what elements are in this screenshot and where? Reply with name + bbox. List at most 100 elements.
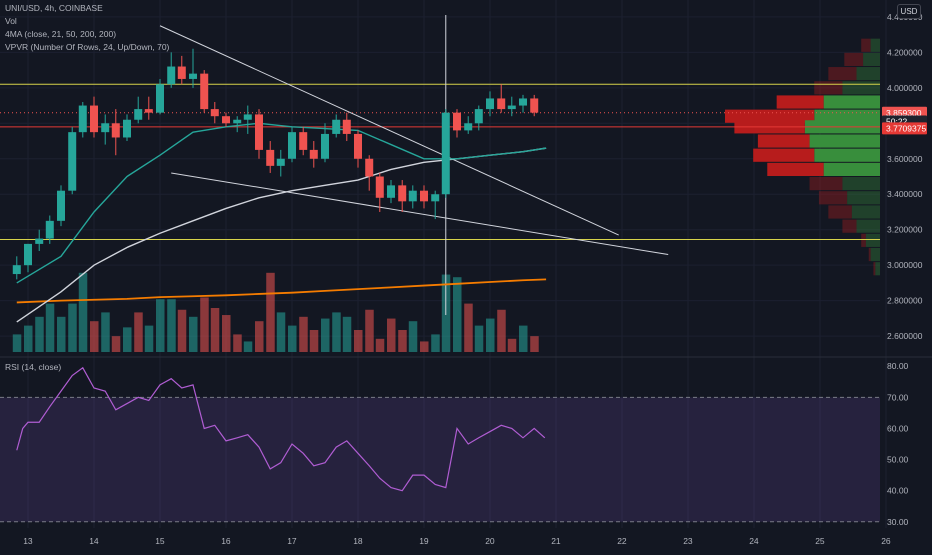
rsi-legend[interactable]: RSI (14, close) xyxy=(5,362,62,372)
trendline xyxy=(159,25,619,236)
volume-bar xyxy=(35,316,44,352)
vpvr-up-bar xyxy=(842,81,880,95)
volume-bar xyxy=(332,312,341,352)
candle-body xyxy=(222,116,230,124)
rsi-axis-label: 50.00 xyxy=(887,455,909,465)
candle-body xyxy=(35,238,44,244)
candle-body xyxy=(474,109,483,124)
time-axis-label: 16 xyxy=(221,536,231,546)
candle-body xyxy=(24,243,32,266)
volume-bar xyxy=(144,325,154,352)
candle-body xyxy=(453,112,461,131)
vpvr-up-bar xyxy=(809,134,880,148)
volume-bar xyxy=(177,309,187,352)
ma-legend[interactable]: 4MA (close, 21, 50, 200, 200) xyxy=(5,29,117,39)
volume-bar xyxy=(288,325,297,352)
candle-body xyxy=(464,123,473,131)
vpvr-down-bar xyxy=(873,262,876,276)
candle-body xyxy=(519,98,527,106)
vpvr-down-bar xyxy=(767,162,824,176)
vpvr-up-bar xyxy=(851,205,880,219)
rsi-axis-label: 60.00 xyxy=(887,423,909,433)
candle-body xyxy=(210,109,219,117)
candle-body xyxy=(332,119,341,134)
volume-bar xyxy=(156,299,165,352)
vpvr-legend[interactable]: VPVR (Number Of Rows, 24, Up/Down, 70) xyxy=(5,42,170,52)
time-axis-label: 25 xyxy=(815,536,825,546)
candle-body xyxy=(156,84,164,113)
volume-bar xyxy=(408,321,418,352)
candle-body xyxy=(200,73,209,110)
ma21-line xyxy=(16,122,547,284)
vpvr-down-bar xyxy=(868,247,871,262)
volume-bar xyxy=(189,316,198,352)
time-axis-label: 14 xyxy=(89,536,99,546)
rsi-axis-label: 30.00 xyxy=(887,517,909,527)
time-axis-label: 26 xyxy=(881,536,891,546)
candle-body xyxy=(398,185,407,202)
volume-bar xyxy=(255,321,264,352)
candle-body xyxy=(441,112,450,195)
volume-bar xyxy=(276,312,286,352)
volume-bar xyxy=(24,325,33,352)
candle-body xyxy=(233,119,242,124)
candle-body xyxy=(123,119,131,138)
candle-body xyxy=(497,98,506,110)
candle-body xyxy=(288,132,296,159)
candle-body xyxy=(321,133,329,159)
volume-bar xyxy=(530,336,539,352)
currency-badge[interactable]: USD xyxy=(897,4,921,19)
volume-bar xyxy=(497,309,506,352)
candle-body xyxy=(78,105,87,133)
ma50-line xyxy=(16,147,547,323)
vpvr-down-bar xyxy=(828,67,857,81)
price-axis-label: 3.400000 xyxy=(887,189,923,199)
rsi-axis-label: 70.00 xyxy=(887,392,909,402)
volume-bar xyxy=(200,297,209,352)
vpvr-down-bar xyxy=(753,148,815,162)
price-axis-label: 4.000000 xyxy=(887,83,923,93)
candle-body xyxy=(408,190,417,202)
vpvr-down-bar xyxy=(814,81,843,95)
vpvr-up-bar xyxy=(863,52,880,67)
vpvr-up-bar xyxy=(847,191,880,205)
trendline xyxy=(171,172,669,256)
volume-bar xyxy=(233,334,242,352)
time-axis-label: 20 xyxy=(485,536,495,546)
candle-body xyxy=(507,105,516,110)
volume-bar xyxy=(45,303,55,352)
symbol-legend[interactable]: UNI/USD, 4h, COINBASE xyxy=(5,3,103,13)
vpvr-down-bar xyxy=(776,95,824,109)
vpvr-down-bar xyxy=(809,177,843,191)
rsi-axis-label: 80.00 xyxy=(887,361,909,371)
volume-bar xyxy=(398,330,407,352)
vpvr-up-bar xyxy=(842,177,880,191)
vpvr-up-bar xyxy=(875,262,880,276)
candle-body xyxy=(177,66,186,79)
volume-bar xyxy=(299,316,308,352)
volume-bar xyxy=(474,325,484,352)
time-axis-label: 15 xyxy=(155,536,165,546)
volume-bar xyxy=(387,318,396,352)
volume-bar xyxy=(90,321,99,352)
ma200-line xyxy=(16,278,547,304)
vpvr-down-bar xyxy=(842,219,857,233)
candle-body xyxy=(134,109,143,120)
candle-body xyxy=(12,265,21,275)
volume-legend[interactable]: Vol xyxy=(5,16,17,26)
volume-bar xyxy=(210,308,220,352)
time-axis-label: 19 xyxy=(419,536,429,546)
volume-bar xyxy=(12,334,22,352)
candle-body xyxy=(375,176,384,198)
volume-bar xyxy=(222,315,231,352)
price-axis-label: 2.800000 xyxy=(887,296,923,306)
rsi-band xyxy=(0,397,880,522)
vpvr-down-bar xyxy=(818,191,848,205)
rsi-line xyxy=(16,366,546,492)
price-tag-text: 3.859300 xyxy=(886,108,922,118)
price-axis-label: 3.000000 xyxy=(887,260,923,270)
candle-body xyxy=(111,123,120,138)
candle-body xyxy=(365,158,374,177)
